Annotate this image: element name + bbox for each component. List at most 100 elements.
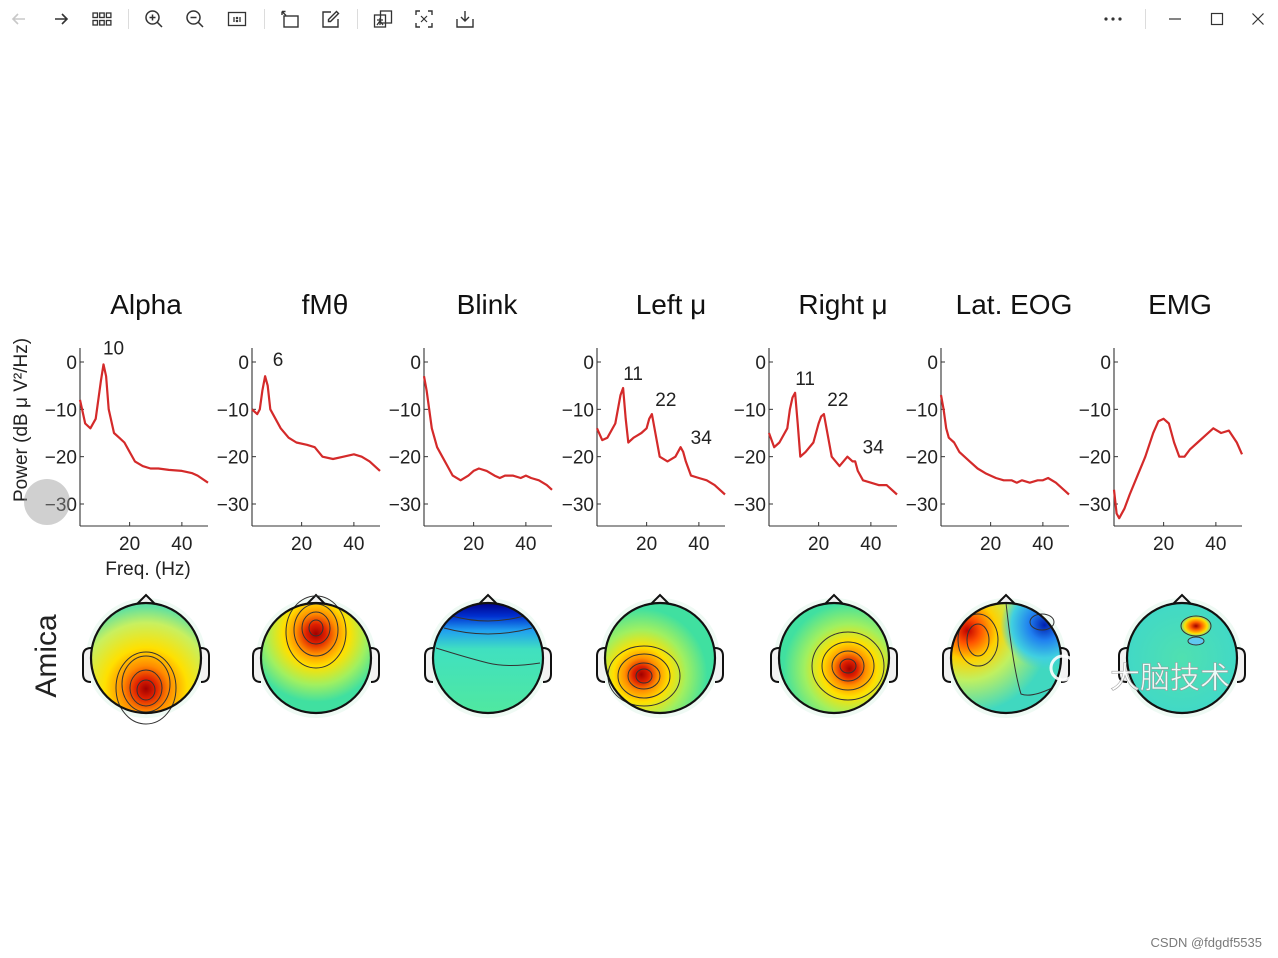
nav-indicator[interactable] — [24, 479, 70, 525]
y-tick-label: −20 — [217, 448, 249, 469]
zoom-in-button[interactable] — [141, 6, 167, 32]
actual-size-button[interactable] — [224, 6, 250, 32]
left-ear — [252, 647, 262, 683]
arrow-right-icon — [55, 13, 69, 25]
panel-right-: Right μ 0 −10 −20 −30 20 40 11 22 34 — [734, 289, 898, 555]
y-tick-label: −20 — [734, 448, 766, 469]
nose — [136, 593, 156, 605]
head-outline — [603, 601, 717, 715]
panel-title: Left μ — [636, 289, 707, 320]
contour — [957, 613, 999, 667]
minimize-button[interactable] — [1162, 6, 1188, 32]
translate-icon — [373, 10, 393, 28]
contour — [1187, 636, 1205, 646]
rotate-button[interactable] — [277, 6, 303, 32]
y-tick-label: −20 — [1079, 448, 1111, 469]
x-tick-label: 20 — [463, 534, 484, 555]
toolbar-separator — [128, 9, 129, 29]
peak-label: 34 — [691, 428, 713, 449]
scalp-field-negative — [951, 603, 1061, 713]
peak-label: 10 — [103, 338, 124, 359]
scalp-map-blink — [424, 593, 552, 718]
maximize-button[interactable] — [1204, 6, 1230, 32]
forward-button[interactable] — [48, 6, 74, 32]
right-ear — [542, 647, 552, 683]
peak-label: 11 — [623, 364, 643, 385]
left-ear — [770, 647, 780, 683]
download-icon — [456, 11, 474, 28]
close-icon — [1252, 13, 1264, 25]
contour — [129, 669, 163, 707]
zoom-out-button[interactable] — [182, 6, 208, 32]
maximize-icon — [1210, 12, 1224, 26]
panel-title: Blink — [457, 289, 519, 320]
toolbar-separator — [264, 9, 265, 29]
x-tick-label: 20 — [1153, 534, 1174, 555]
left-ear — [596, 647, 606, 683]
close-button[interactable] — [1245, 6, 1271, 32]
nose — [996, 593, 1016, 605]
panel-title: Alpha — [110, 289, 182, 320]
y-tick-label: −10 — [45, 400, 77, 421]
x-tick-label: 20 — [808, 534, 829, 555]
toolbar-separator — [1145, 9, 1146, 29]
x-tick-label: 20 — [636, 534, 657, 555]
y-tick-label: −30 — [734, 495, 766, 516]
scalp-map-fm- — [252, 593, 380, 718]
edit-button[interactable] — [318, 6, 344, 32]
x-tick-label: 20 — [291, 534, 312, 555]
nose — [306, 593, 326, 605]
contour — [1005, 602, 1053, 696]
scalp-field — [261, 603, 371, 713]
contour — [1180, 615, 1212, 637]
y-tick-label: −10 — [906, 400, 938, 421]
y-tick-label: 0 — [927, 353, 938, 374]
x-tick-label: 20 — [119, 534, 140, 555]
save-button[interactable] — [452, 6, 478, 32]
x-tick-label: 40 — [1205, 534, 1226, 555]
x-axis-label: Freq. (Hz) — [105, 559, 191, 580]
spectrum-line — [767, 391, 898, 496]
right-ear — [714, 647, 724, 683]
grid-icon — [92, 12, 112, 26]
wechat-watermark-text: 大脑技术 — [1110, 661, 1230, 696]
spectrum-line — [251, 375, 381, 472]
panel-emg: EMG 0 −10 −20 −30 20 40 — [1079, 289, 1244, 555]
minimize-icon — [1169, 18, 1181, 20]
back-button[interactable] — [6, 6, 32, 32]
y-tick-label: −30 — [906, 495, 938, 516]
contour — [451, 615, 525, 622]
panel-fm-: fMθ 0 −10 −20 −30 20 40 6 — [217, 289, 381, 555]
head-outline — [89, 601, 203, 715]
scalp-map-lat-eog — [942, 593, 1070, 718]
csdn-watermark: CSDN @fdgdf5535 — [1150, 935, 1262, 950]
grid-view-button[interactable] — [89, 6, 115, 32]
panel-lat-eog: Lat. EOG 0 −10 −20 −30 20 40 — [906, 289, 1073, 555]
right-ear — [1060, 647, 1070, 683]
y-tick-label: −30 — [45, 495, 77, 516]
y-tick-label: −30 — [389, 495, 421, 516]
extract-text-button[interactable] — [411, 6, 437, 32]
spectrum-line — [939, 394, 1070, 496]
left-ear — [82, 647, 92, 683]
scan-text-icon — [415, 10, 433, 28]
y-tick-label: −20 — [45, 448, 77, 469]
spectrum-line — [1112, 417, 1244, 520]
panel-blink: Blink 0 −10 −20 −30 20 40 — [389, 289, 553, 555]
more-button[interactable] — [1100, 6, 1126, 32]
head-outline — [431, 601, 545, 715]
nose — [478, 593, 498, 605]
y-tick-label: −30 — [562, 495, 594, 516]
scalp-map-right- — [770, 593, 898, 718]
scalp-field — [433, 603, 543, 713]
contour — [1029, 613, 1055, 631]
spectrum-line — [78, 363, 209, 484]
y-tick-label: 0 — [238, 353, 249, 374]
head-outline — [777, 601, 891, 715]
zoom-out-icon — [186, 10, 204, 28]
actual-size-icon — [227, 11, 247, 27]
translate-button[interactable] — [370, 6, 396, 32]
scalp-map-alpha — [82, 593, 210, 725]
nose — [650, 593, 670, 605]
panel-title: fMθ — [302, 289, 349, 320]
